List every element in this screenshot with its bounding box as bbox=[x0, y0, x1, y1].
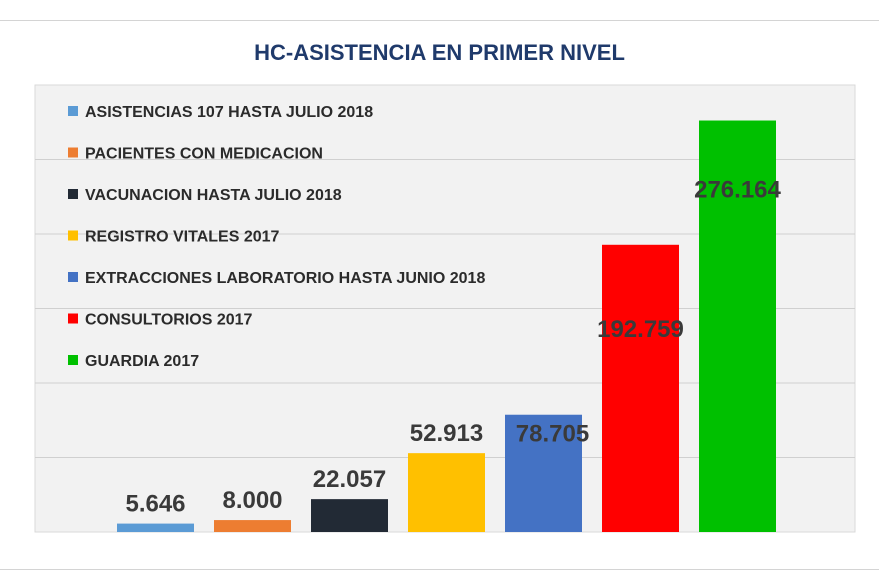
legend-label-1: ASISTENCIAS 107 HASTA JULIO 2018 bbox=[85, 104, 373, 121]
bar-3 bbox=[311, 499, 388, 532]
legend-label-4: REGISTRO VITALES 2017 bbox=[85, 229, 280, 246]
bar-1 bbox=[117, 523, 194, 532]
legend-label-5: EXTRACCIONES LABORATORIO HASTA JUNIO 201… bbox=[85, 270, 485, 287]
legend-label-6: CONSULTORIOS 2017 bbox=[85, 312, 253, 329]
chart-frame bbox=[0, 20, 879, 570]
data-label-5: 78.705 bbox=[516, 421, 589, 448]
legend-swatch-1 bbox=[68, 106, 78, 116]
bars bbox=[117, 120, 776, 533]
bar-7 bbox=[699, 120, 776, 533]
legend-swatch-3 bbox=[68, 189, 78, 199]
legend-label-2: PACIENTES CON MEDICACION bbox=[85, 146, 323, 163]
bar-4 bbox=[408, 453, 485, 532]
data-label-2: 8.000 bbox=[222, 487, 282, 514]
legend-label-7: GUARDIA 2017 bbox=[85, 353, 199, 370]
legend: ASISTENCIAS 107 HASTA JULIO 2018 PACIENTE… bbox=[68, 104, 485, 370]
data-label-4: 52.913 bbox=[410, 420, 483, 447]
legend-swatch-2 bbox=[68, 147, 78, 158]
legend-swatch-7 bbox=[68, 355, 78, 365]
legend-swatch-4 bbox=[68, 230, 78, 241]
legend-swatch-5 bbox=[68, 272, 78, 282]
data-label-6: 192.759 bbox=[597, 316, 684, 343]
bar-5 bbox=[505, 414, 582, 532]
data-labels: 5.646 8.000 22.057 52.913 78.705 192.759 276.1… bbox=[125, 177, 781, 518]
data-label-1: 5.646 bbox=[125, 491, 185, 518]
chart-title: HC-ASISTENCIA EN PRIMER NIVEL bbox=[254, 40, 625, 65]
data-label-7: 276.164 bbox=[694, 177, 781, 204]
bar-2 bbox=[214, 520, 291, 532]
bar-6 bbox=[602, 244, 679, 532]
legend-swatch-6 bbox=[68, 313, 78, 324]
data-label-3: 22.057 bbox=[313, 466, 386, 493]
legend-label-3: VACUNACION HASTA JULIO 2018 bbox=[85, 187, 342, 204]
